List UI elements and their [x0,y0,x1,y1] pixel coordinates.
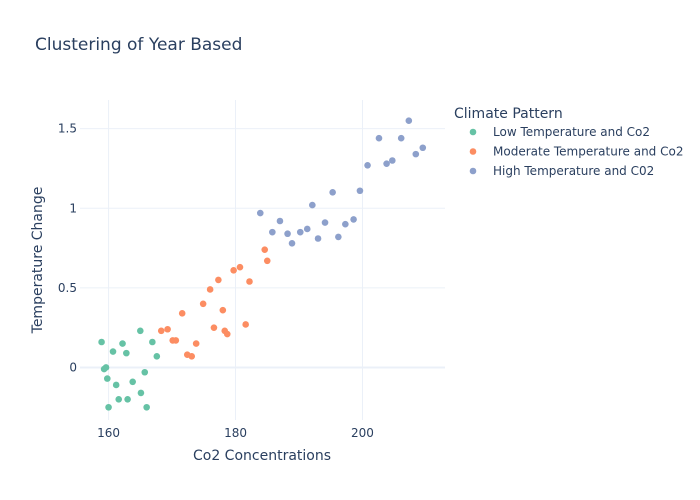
data-point[interactable] [288,239,296,247]
data-point[interactable] [98,338,105,346]
data-point[interactable] [329,189,336,196]
data-point[interactable] [412,150,420,158]
data-point[interactable] [350,216,357,223]
data-point[interactable] [124,396,131,403]
data-point[interactable] [153,353,161,360]
y-tick-label: 1.5 [58,122,77,136]
data-point[interactable] [143,403,150,411]
data-point[interactable] [242,321,249,328]
data-point[interactable] [284,230,291,238]
data-point[interactable] [364,161,371,169]
data-point[interactable] [356,187,364,195]
chart-title: Clustering of Year Based [35,35,242,55]
data-point[interactable] [219,306,227,314]
data-point[interactable] [335,233,342,241]
data-point[interactable] [261,246,269,253]
data-point[interactable] [246,278,253,285]
data-point[interactable] [199,300,207,308]
data-point[interactable] [405,117,413,124]
data-point[interactable] [375,134,383,142]
data-point[interactable] [296,228,304,236]
data-point[interactable] [112,381,120,389]
legend-item[interactable]: Moderate Temperature and Co2 [469,145,684,159]
data-point[interactable] [215,276,222,284]
data-point[interactable] [256,209,264,217]
x-tick-label: 180 [224,426,247,440]
legend-item[interactable]: High Temperature and C02 [469,164,655,178]
legend-marker [469,167,477,175]
data-point[interactable] [321,219,329,226]
data-point[interactable] [178,310,186,317]
y-tick-label: 0 [69,360,77,374]
data-point[interactable] [342,220,349,228]
x-tick-label: 200 [351,426,374,440]
data-point[interactable] [119,340,126,347]
data-point[interactable] [164,325,171,333]
data-point[interactable] [230,267,237,274]
data-point[interactable] [276,217,284,225]
data-point[interactable] [210,324,218,331]
data-point[interactable] [206,286,214,293]
data-points [98,117,427,411]
data-point[interactable] [303,225,311,233]
data-point[interactable] [149,338,156,346]
legend-title: Climate Pattern [454,106,563,122]
data-point[interactable] [269,228,276,236]
legend-marker [469,128,477,136]
x-axis-title: Co2 Concentrations [193,448,331,464]
y-axis-title: Temperature Change [30,187,46,335]
data-point[interactable] [223,330,231,338]
data-point[interactable] [103,375,111,382]
axis-ticks: 160 180 200 0 0.5 1 1.5 [58,122,374,440]
data-point[interactable] [309,201,316,209]
grid-lines [80,100,445,420]
data-point[interactable] [188,353,196,360]
data-point[interactable] [397,134,405,142]
legend-label: Moderate Temperature and Co2 [493,145,683,159]
data-point[interactable] [419,144,427,152]
data-point[interactable] [172,337,180,344]
y-tick-label: 0.5 [58,281,77,295]
legend-items[interactable]: Low Temperature and Co2 Moderate Temperat… [469,125,684,178]
legend-label: High Temperature and C02 [493,164,654,178]
data-point[interactable] [383,160,390,167]
data-point[interactable] [137,327,144,335]
y-tick-label: 1 [69,201,77,215]
data-point[interactable] [137,389,145,397]
data-point[interactable] [236,263,244,271]
x-tick-label: 160 [97,426,120,440]
data-point[interactable] [129,378,136,386]
data-point[interactable] [192,340,200,347]
data-point[interactable] [157,327,165,335]
data-point[interactable] [102,364,110,371]
legend-marker [469,148,477,155]
legend[interactable]: Climate Pattern Low Temperature and Co2 M… [454,106,683,178]
data-point[interactable] [263,257,271,265]
data-point[interactable] [123,349,130,357]
data-point[interactable] [109,348,117,355]
legend-label: Low Temperature and Co2 [493,125,650,139]
data-point[interactable] [115,396,123,403]
data-point[interactable] [141,368,149,376]
data-point[interactable] [389,157,396,164]
data-point[interactable] [105,403,112,411]
data-point[interactable] [314,235,322,242]
legend-item[interactable]: Low Temperature and Co2 [469,125,650,139]
